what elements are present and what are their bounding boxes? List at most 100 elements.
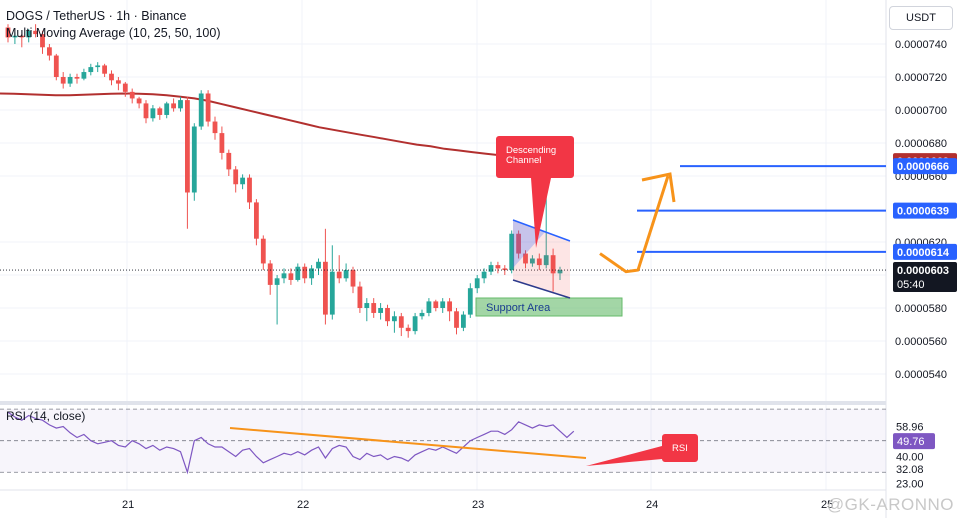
price-tag-text: 0.0000639: [897, 206, 949, 218]
rsi-divergence-line: [229, 427, 587, 459]
candle-body: [385, 308, 390, 322]
candle-body: [371, 303, 377, 313]
callout-text: Channel: [506, 155, 541, 166]
price-tag: [893, 202, 957, 219]
price-tick-label: 0.0000540: [895, 369, 947, 381]
candle-body: [509, 233, 515, 271]
candle-body: [129, 91, 135, 99]
candle-body: [447, 301, 452, 312]
channel-upper: [512, 219, 571, 242]
price-tick-label: 0.0000720: [895, 72, 947, 84]
candle-body: [136, 98, 142, 104]
moving-average-line: [0, 92, 501, 157]
price-tag: [893, 158, 957, 175]
indicator-label: Multi Moving Average (10, 25, 50, 100): [6, 26, 221, 40]
candle-body: [543, 255, 549, 266]
candle-body: [536, 258, 542, 266]
rsi-line: [7, 411, 575, 475]
candle-body: [461, 314, 466, 328]
candle-body: [5, 27, 11, 38]
candle-body: [88, 67, 94, 73]
price-tick-label: 0.0000740: [895, 39, 947, 51]
candle-body: [481, 271, 487, 279]
candle-body: [122, 83, 128, 92]
callout-text: Descending: [506, 145, 556, 156]
candle-body: [150, 108, 156, 119]
candle-body: [274, 278, 280, 285]
channel-fill: [513, 220, 570, 298]
time-tick-label: 21: [122, 499, 134, 511]
price-tick-label: 0.0000580: [895, 303, 947, 315]
candle-body: [254, 202, 259, 239]
candle-body: [426, 301, 432, 313]
candle-body: [171, 103, 176, 109]
candle-body: [178, 100, 183, 109]
chart-grid: [0, 0, 887, 518]
candle-body: [523, 253, 528, 264]
support-label: Support Area: [486, 302, 551, 314]
time-tick-label: 24: [646, 499, 658, 511]
time-tick-label: 23: [472, 499, 484, 511]
candle-body: [191, 126, 197, 193]
candle-body: [226, 152, 232, 170]
symbol-title: DOGS / TetherUS · 1h · Binance: [6, 9, 187, 23]
rsi-tick-label: 32.08: [896, 464, 924, 476]
candle-body: [433, 301, 439, 308]
price-axis[interactable]: 0.0000740 0.0000720 0.0000700 0.0000680 0.00…: [893, 39, 957, 490]
candle-body: [309, 268, 314, 279]
candle-body: [474, 278, 480, 289]
candle-body: [392, 316, 397, 322]
price-tag: [893, 243, 957, 260]
candle-body: [260, 238, 266, 264]
price-tick-label: 0.0000560: [895, 336, 947, 348]
candle-body: [109, 73, 114, 81]
rsi-pane: RSI: [0, 408, 886, 475]
candle-body: [185, 100, 190, 193]
candle-body: [198, 93, 204, 127]
candle-body: [419, 312, 425, 317]
rsi-tick-label: 40.00: [896, 451, 924, 463]
candle-body: [205, 93, 211, 122]
candle-body: [33, 30, 38, 35]
candle-body: [74, 77, 80, 79]
candle-body: [53, 55, 59, 77]
candle-body: [350, 270, 356, 287]
price-tick-label: 0.0000680: [895, 138, 947, 150]
price-tag-current: [893, 262, 957, 293]
watermark: @GK-ARONNO: [826, 495, 954, 514]
candle-body: [47, 47, 52, 56]
rsi-tick-label: 58.96: [896, 422, 924, 434]
candle-body: [412, 316, 418, 332]
price-tag-text: 0.0000603: [897, 265, 949, 277]
candle-body: [336, 271, 342, 279]
candle-body: [295, 266, 301, 280]
candle-body: [164, 103, 170, 115]
candle-body: [488, 265, 494, 272]
candle-body: [212, 121, 218, 134]
time-tick-label: 22: [297, 499, 309, 511]
candle-body: [323, 261, 328, 315]
candle-body: [40, 34, 45, 48]
candle-body: [233, 169, 239, 185]
projection-arrow: [599, 175, 670, 274]
price-tag-text: 0.0000666: [897, 161, 949, 173]
candle-body: [530, 258, 535, 264]
price-tick-label: 0.0000700: [895, 105, 947, 117]
candle-body: [219, 133, 225, 153]
candle-body: [81, 72, 87, 79]
countdown-text: 05:40: [897, 279, 925, 291]
rsi-callout-text: RSI: [672, 443, 688, 454]
currency-button[interactable]: USDT: [889, 6, 953, 30]
candle-body: [60, 77, 66, 84]
ma-100-line: [0, 92, 501, 157]
candles: [5, 24, 563, 338]
candle-body: [316, 261, 321, 269]
candle-body: [102, 65, 107, 74]
candle-body: [329, 271, 335, 315]
time-axis[interactable]: 21 22 23 24 25: [122, 499, 833, 511]
candle-body: [247, 177, 252, 203]
candle-body: [67, 77, 73, 84]
candle-body: [357, 286, 363, 308]
